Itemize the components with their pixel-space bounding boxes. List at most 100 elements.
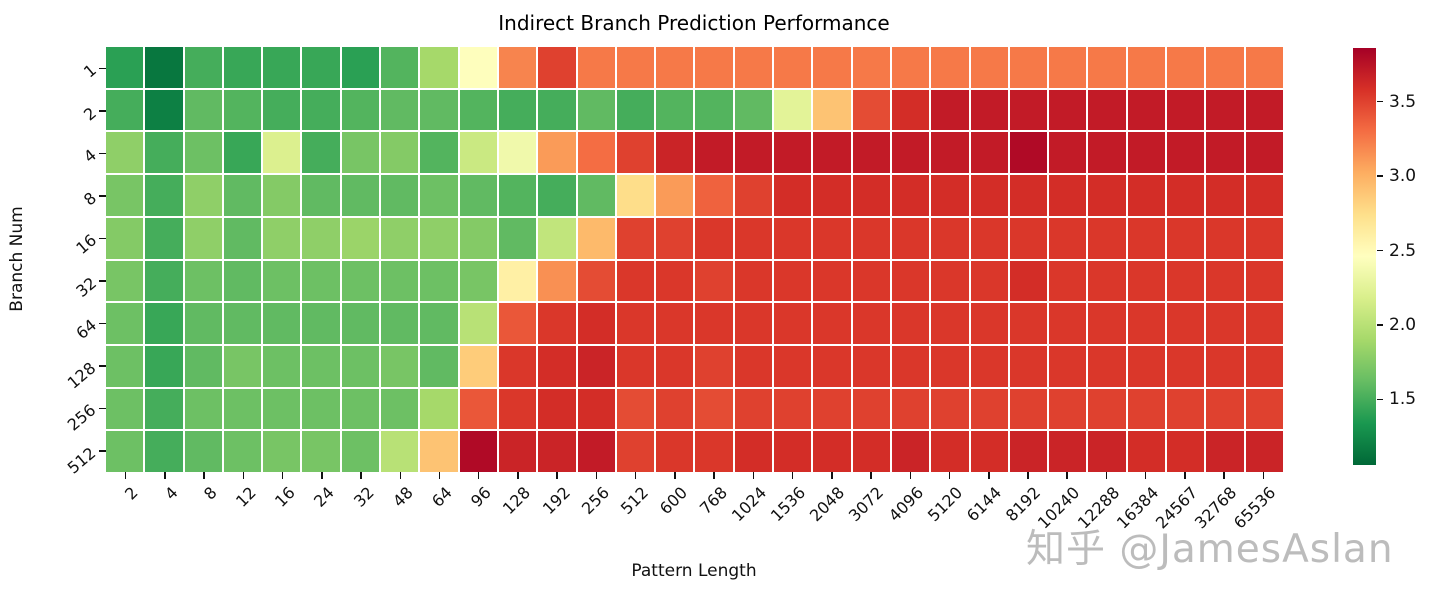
heatmap-cell — [1049, 132, 1087, 174]
colorbar — [1353, 48, 1376, 465]
heatmap-cell — [1167, 431, 1205, 472]
y-tick-mark — [99, 450, 106, 452]
heatmap-cell — [1009, 388, 1048, 430]
heatmap-cell — [106, 303, 144, 344]
heatmap-cell — [381, 303, 419, 344]
heatmap-cell — [656, 217, 694, 259]
heatmap-cell — [616, 431, 655, 472]
heatmap-cell — [381, 175, 419, 216]
heatmap-cell — [656, 47, 694, 88]
heatmap-cell — [695, 132, 733, 174]
heatmap-cell — [420, 47, 458, 88]
heatmap-cell — [891, 47, 930, 88]
y-tick-mark — [99, 365, 106, 367]
heatmap-cell — [1245, 132, 1283, 174]
heatmap-cell — [577, 388, 615, 430]
y-tick-mark — [99, 407, 106, 409]
heatmap-cell — [891, 217, 930, 259]
heatmap-cell — [734, 431, 773, 472]
x-tick-label: 24 — [310, 483, 339, 511]
x-tick-label: 32 — [349, 483, 378, 511]
heatmap-cell — [498, 175, 537, 216]
heatmap-cell — [381, 89, 419, 131]
heatmap-cell — [459, 175, 497, 216]
heatmap-cell — [813, 260, 851, 302]
x-tick-label: 4 — [160, 483, 182, 504]
heatmap-cell — [341, 132, 380, 174]
heatmap-cell — [1206, 431, 1244, 472]
heatmap-cell — [1206, 47, 1244, 88]
y-tick-mark — [99, 237, 106, 239]
colorbar-tick-label: 1.5 — [1389, 389, 1417, 410]
heatmap-cell — [223, 47, 262, 88]
x-tick-label: 6144 — [962, 483, 1006, 526]
heatmap-cell — [538, 217, 576, 259]
heatmap-cell — [1245, 217, 1283, 259]
x-tick-mark — [674, 472, 676, 479]
heatmap-cell — [381, 47, 419, 88]
heatmap-cell — [341, 175, 380, 216]
heatmap-cell — [577, 217, 615, 259]
heatmap-cell — [695, 175, 733, 216]
heatmap-cell — [577, 260, 615, 302]
heatmap-cell — [931, 260, 969, 302]
heatmap-cell — [381, 132, 419, 174]
x-tick-mark — [1184, 472, 1186, 479]
heatmap-cell — [774, 260, 812, 302]
x-tick-mark — [948, 472, 951, 479]
heatmap-cell — [1206, 345, 1244, 387]
x-tick-label: 2048 — [806, 483, 849, 526]
x-tick-mark — [477, 472, 480, 479]
heatmap-cell — [223, 175, 262, 216]
heatmap-cell — [223, 260, 262, 302]
heatmap-cell — [852, 345, 890, 387]
heatmap-cell — [577, 89, 615, 131]
x-tick-mark — [124, 472, 127, 479]
heatmap-cell — [145, 47, 183, 88]
heatmap-cell — [106, 388, 144, 430]
heatmap-cell — [498, 303, 537, 344]
heatmap-cell — [891, 175, 930, 216]
heatmap-cell — [577, 175, 615, 216]
y-tick-mark — [99, 280, 106, 282]
x-tick-label: 12 — [231, 483, 260, 511]
heatmap — [106, 47, 1283, 472]
heatmap-cell — [184, 217, 222, 259]
x-tick-mark — [242, 472, 245, 479]
heatmap-cell — [656, 132, 694, 174]
heatmap-cell — [1009, 175, 1048, 216]
heatmap-cell — [1009, 47, 1048, 88]
heatmap-cell — [263, 431, 301, 472]
heatmap-cell — [1088, 132, 1126, 174]
heatmap-cell — [1167, 388, 1205, 430]
heatmap-cell — [1127, 260, 1166, 302]
heatmap-cell — [381, 260, 419, 302]
heatmap-cell — [263, 132, 301, 174]
heatmap-cell — [381, 388, 419, 430]
heatmap-cell — [1206, 388, 1244, 430]
heatmap-cell — [616, 217, 655, 259]
heatmap-cell — [106, 217, 144, 259]
heatmap-cell — [1127, 175, 1166, 216]
colorbar-tick-mark — [1377, 398, 1383, 401]
heatmap-cell — [106, 345, 144, 387]
heatmap-cell — [970, 260, 1008, 302]
heatmap-cell — [695, 303, 733, 344]
x-tick-mark — [1066, 472, 1068, 479]
heatmap-cell — [341, 47, 380, 88]
heatmap-cell — [498, 132, 537, 174]
heatmap-cell — [656, 303, 694, 344]
heatmap-cell — [1167, 260, 1205, 302]
heatmap-cell — [538, 47, 576, 88]
x-tick-mark — [438, 472, 441, 479]
heatmap-cell — [774, 303, 812, 344]
heatmap-cell — [263, 89, 301, 131]
y-tick-mark — [99, 67, 106, 69]
heatmap-cell — [931, 388, 969, 430]
heatmap-cell — [223, 431, 262, 472]
heatmap-cell — [302, 175, 340, 216]
heatmap-cell — [774, 431, 812, 472]
heatmap-cell — [223, 388, 262, 430]
heatmap-cell — [459, 260, 497, 302]
heatmap-cell — [1245, 345, 1283, 387]
